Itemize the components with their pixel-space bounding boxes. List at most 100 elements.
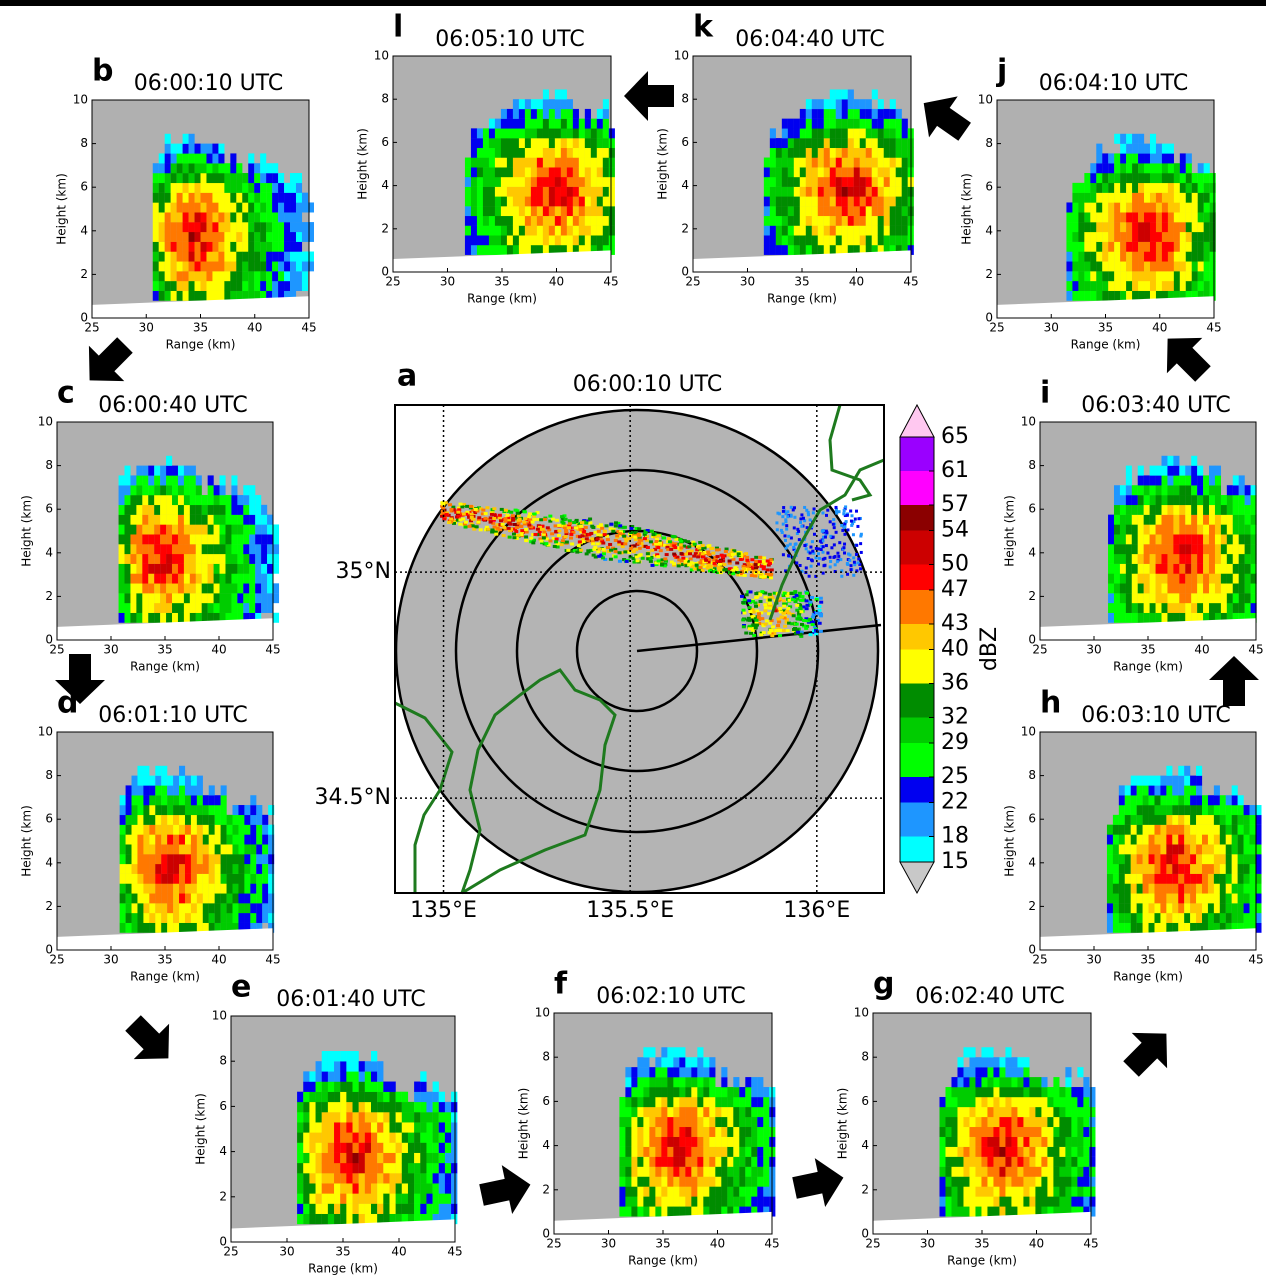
echo-cell [693,543,697,546]
echo-cell [1226,884,1232,894]
echo-cell [618,551,622,554]
echo-cell [212,252,218,262]
echo-cell [208,574,214,584]
echo-cell [126,834,132,844]
echo-cell [408,1132,414,1142]
echo-cell [1162,534,1168,544]
echo-cell [1245,495,1251,505]
echo-cell [704,559,708,562]
echo-cell [142,485,148,495]
echo-cell [793,516,796,519]
echo-cell [160,485,166,495]
echo-cell [243,534,249,544]
echo-cell [142,505,148,515]
echo-cell [328,1122,334,1132]
echo-cell [322,1153,328,1163]
echo-cell [155,874,161,884]
echo-cell [353,1102,359,1112]
echo-cell [851,514,854,517]
echo-cell [1190,884,1196,894]
echo-cell [426,1122,432,1132]
echo-cell [623,550,627,553]
echo-cell [184,495,190,505]
echo-cell [126,825,132,835]
echo-cell [278,252,284,262]
echo-cell [1047,1107,1053,1117]
echo-cell [1166,785,1172,795]
echo-cell [637,1127,643,1137]
echo-cell [1149,874,1155,884]
echo-cell [171,144,177,154]
echo-cell [220,505,226,515]
echo-cell [377,1112,383,1122]
echo-cell [218,271,224,281]
echo-cell [1226,805,1232,815]
echo-cell [782,599,786,602]
echo-cell [634,538,638,541]
echo-cell [334,1153,340,1163]
echo-cell [1084,183,1090,193]
echo-cell [445,1143,451,1153]
echo-cell [143,884,149,894]
echo-cell [776,624,780,627]
echo-cell [262,903,268,913]
echo-cell [763,1177,769,1187]
echo-cell [1047,1137,1053,1147]
echo-cell [1126,593,1132,603]
echo-cell [1221,544,1227,554]
echo-cell [201,281,207,291]
echo-cell [698,561,702,564]
echo-cell [1126,466,1132,476]
echo-cell [1233,603,1239,613]
echo-cell [172,593,178,603]
echo-cell [754,592,758,595]
echo-cell [173,884,179,894]
echo-cell [657,559,661,562]
echo-cell [120,874,126,884]
echo-cell [155,776,161,786]
echo-cell [272,202,278,212]
echo-cell [420,1173,426,1183]
echo-cell [1108,271,1114,281]
echo-cell [1196,864,1202,874]
echo-cell [1138,281,1144,291]
echo-cell [328,1163,334,1173]
echo-cell [1089,1167,1095,1177]
colorbar-tick-label: 25 [941,764,969,789]
echo-cell [153,232,159,242]
echo-cell [1149,776,1155,786]
echo-cell [1144,183,1150,193]
echo-cell [414,1163,420,1173]
panel-label: e [231,970,251,1005]
rhi-panel: 25303540450246810Range (km)Height (km)06… [20,686,281,984]
echo-cell [165,193,171,203]
echo-cell [290,281,296,291]
echo-cell [119,593,125,603]
echo-cell [846,514,849,517]
echo-cell [1126,534,1132,544]
echo-cell [255,593,261,603]
echo-cell [249,564,255,574]
echo-cell [231,554,237,564]
echo-cell [1179,515,1185,525]
echo-cell [1226,874,1232,884]
echo-cell [230,222,236,232]
echo-cell [685,1067,691,1077]
echo-cell [148,495,154,505]
echo-cell [1178,815,1184,825]
echo-cell [1126,232,1132,242]
echo-cell [1167,475,1173,485]
echo-cell [1245,603,1251,613]
echo-cell [516,512,520,515]
echo-cell [203,864,209,874]
echo-cell [420,1071,426,1081]
x-tick-label: 30 [1086,953,1101,967]
rhi-panel: 25303540450246810Range (km)Height (km)06… [1003,686,1264,984]
echo-cell [975,1067,981,1077]
echo-cell [939,1127,945,1137]
echo-cell [1120,173,1126,183]
echo-cell [553,545,557,548]
echo-cell [220,593,226,603]
echo-cell [1220,864,1226,874]
echo-cell [667,1167,673,1177]
